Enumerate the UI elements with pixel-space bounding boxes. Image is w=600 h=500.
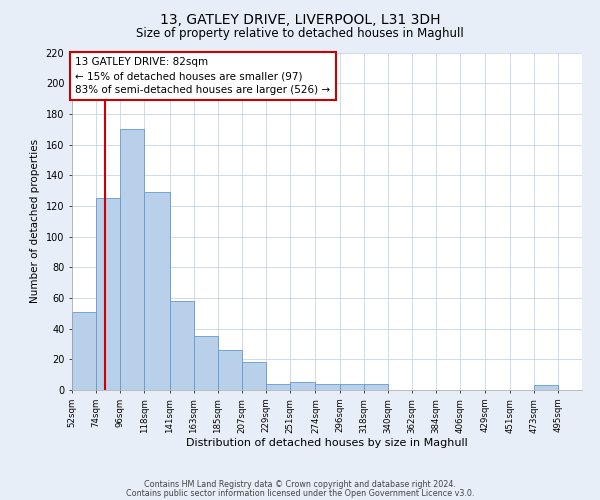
Bar bbox=[364, 384, 388, 390]
Bar bbox=[266, 384, 290, 390]
Bar bbox=[145, 192, 170, 390]
X-axis label: Distribution of detached houses by size in Maghull: Distribution of detached houses by size … bbox=[186, 438, 468, 448]
Bar bbox=[72, 312, 96, 390]
Bar bbox=[218, 350, 242, 390]
Bar bbox=[194, 336, 218, 390]
Bar bbox=[96, 198, 120, 390]
Y-axis label: Number of detached properties: Number of detached properties bbox=[30, 139, 40, 304]
Bar bbox=[242, 362, 266, 390]
Text: 13 GATLEY DRIVE: 82sqm
← 15% of detached houses are smaller (97)
83% of semi-det: 13 GATLEY DRIVE: 82sqm ← 15% of detached… bbox=[75, 57, 331, 95]
Text: Size of property relative to detached houses in Maghull: Size of property relative to detached ho… bbox=[136, 28, 464, 40]
Bar bbox=[534, 386, 558, 390]
Bar bbox=[340, 384, 364, 390]
Text: Contains public sector information licensed under the Open Government Licence v3: Contains public sector information licen… bbox=[126, 488, 474, 498]
Bar bbox=[170, 301, 194, 390]
Bar bbox=[120, 129, 145, 390]
Bar bbox=[290, 382, 316, 390]
Text: 13, GATLEY DRIVE, LIVERPOOL, L31 3DH: 13, GATLEY DRIVE, LIVERPOOL, L31 3DH bbox=[160, 12, 440, 26]
Text: Contains HM Land Registry data © Crown copyright and database right 2024.: Contains HM Land Registry data © Crown c… bbox=[144, 480, 456, 489]
Bar bbox=[316, 384, 340, 390]
